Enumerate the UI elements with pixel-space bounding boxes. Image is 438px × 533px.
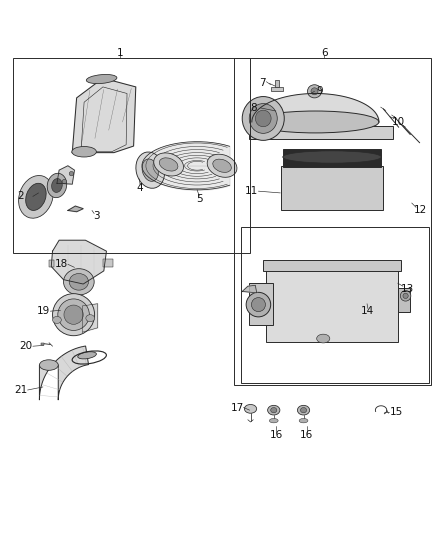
Text: 16: 16	[300, 430, 313, 440]
Ellipse shape	[269, 418, 278, 423]
Text: 7: 7	[259, 78, 266, 88]
Ellipse shape	[299, 418, 308, 423]
Ellipse shape	[154, 153, 184, 176]
Text: 16: 16	[269, 430, 283, 440]
Text: 9: 9	[316, 86, 323, 96]
Bar	[41, 343, 44, 345]
Ellipse shape	[53, 317, 61, 324]
Bar	[49, 260, 54, 266]
Bar	[283, 149, 381, 167]
Text: 19: 19	[37, 306, 50, 316]
Ellipse shape	[69, 273, 88, 290]
Ellipse shape	[136, 152, 165, 188]
Ellipse shape	[47, 173, 67, 198]
Ellipse shape	[268, 405, 280, 415]
Text: 18: 18	[55, 260, 68, 269]
Ellipse shape	[58, 299, 89, 330]
Bar	[266, 265, 398, 342]
Ellipse shape	[251, 297, 265, 312]
Text: 15: 15	[390, 407, 403, 417]
Polygon shape	[39, 346, 88, 400]
Text: 20: 20	[20, 341, 33, 351]
Ellipse shape	[403, 293, 408, 298]
Bar	[275, 80, 279, 87]
Ellipse shape	[252, 111, 379, 133]
Bar	[398, 288, 410, 312]
Polygon shape	[72, 78, 136, 152]
Polygon shape	[68, 206, 83, 212]
Polygon shape	[51, 240, 106, 284]
Bar	[263, 260, 401, 271]
Ellipse shape	[52, 179, 62, 192]
Polygon shape	[57, 166, 74, 184]
Ellipse shape	[255, 110, 271, 127]
Text: 14: 14	[361, 306, 374, 316]
Ellipse shape	[72, 147, 96, 157]
Polygon shape	[242, 285, 257, 293]
Ellipse shape	[53, 294, 95, 336]
Ellipse shape	[64, 269, 94, 295]
Bar	[13, 59, 250, 253]
Text: 21: 21	[14, 385, 28, 395]
Ellipse shape	[307, 85, 321, 98]
Ellipse shape	[64, 305, 83, 324]
Ellipse shape	[159, 158, 178, 171]
Text: 2: 2	[18, 191, 25, 201]
Ellipse shape	[39, 360, 58, 370]
Text: 10: 10	[392, 117, 405, 127]
Text: 8: 8	[251, 103, 258, 113]
Ellipse shape	[26, 183, 46, 211]
Ellipse shape	[297, 405, 310, 415]
Text: 13: 13	[401, 284, 414, 294]
Text: 17: 17	[231, 402, 244, 413]
Ellipse shape	[78, 352, 96, 359]
Text: 4: 4	[137, 183, 144, 192]
Text: 11: 11	[245, 186, 258, 196]
Ellipse shape	[213, 159, 231, 172]
Bar	[103, 260, 113, 266]
Text: 1: 1	[117, 48, 124, 58]
Ellipse shape	[283, 151, 381, 163]
Text: 12: 12	[414, 205, 427, 215]
Bar	[271, 87, 283, 91]
Ellipse shape	[69, 172, 74, 176]
Ellipse shape	[18, 175, 53, 218]
Ellipse shape	[400, 290, 411, 301]
Ellipse shape	[300, 408, 307, 413]
Ellipse shape	[242, 96, 284, 140]
Ellipse shape	[311, 88, 318, 95]
Polygon shape	[82, 304, 98, 332]
Ellipse shape	[317, 334, 330, 343]
Ellipse shape	[86, 314, 95, 322]
Ellipse shape	[142, 159, 159, 181]
Ellipse shape	[244, 405, 257, 413]
Bar	[241, 227, 429, 383]
Bar	[249, 283, 273, 325]
Bar	[234, 59, 431, 385]
Ellipse shape	[246, 292, 271, 317]
Text: 5: 5	[196, 193, 203, 204]
Ellipse shape	[86, 75, 117, 84]
Ellipse shape	[271, 408, 277, 413]
Text: 6: 6	[321, 48, 328, 58]
Bar	[281, 166, 384, 209]
Ellipse shape	[62, 179, 67, 184]
Text: 3: 3	[93, 211, 100, 221]
Ellipse shape	[249, 103, 277, 133]
Bar	[249, 126, 393, 140]
Ellipse shape	[207, 154, 237, 177]
